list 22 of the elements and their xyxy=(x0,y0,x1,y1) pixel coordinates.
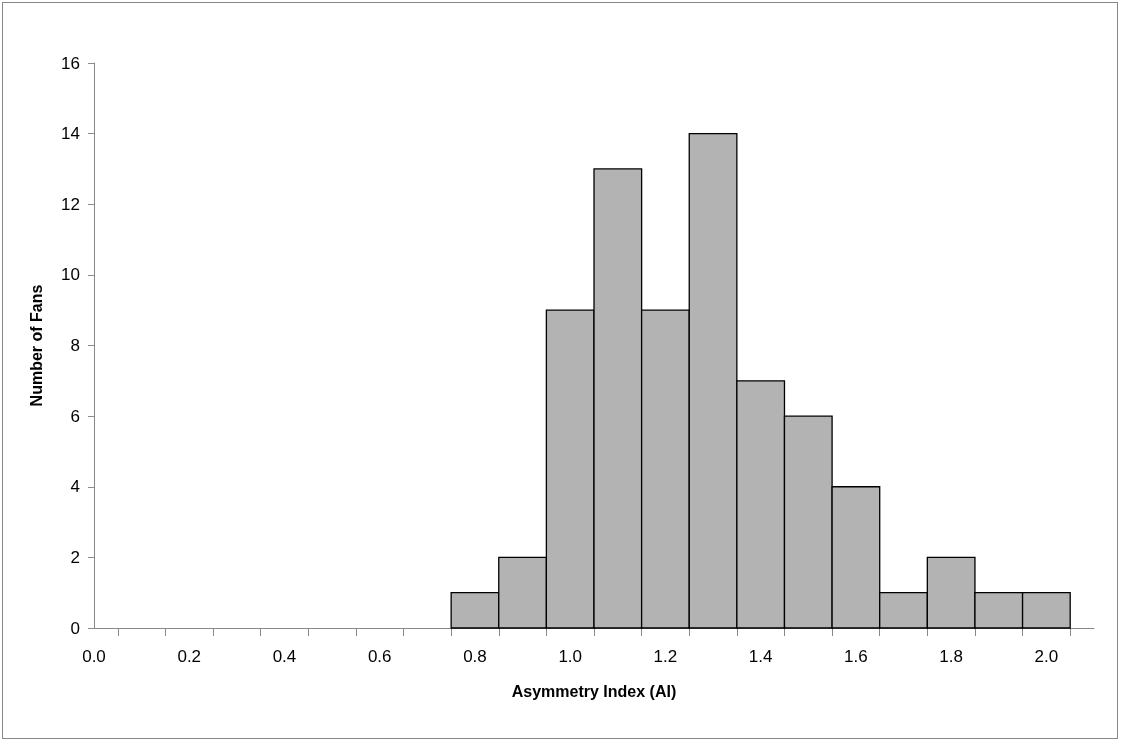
y-tick-label: 12 xyxy=(61,194,80,214)
x-tick-label: 2.0 xyxy=(1034,647,1059,666)
x-tick-label: 0.2 xyxy=(177,647,202,666)
y-tick-label: 4 xyxy=(70,477,80,497)
x-tick-label: 0.8 xyxy=(463,647,487,666)
x-tick-label: 0.4 xyxy=(272,647,297,666)
x-axis-title: Asymmetry Index (AI) xyxy=(511,682,677,700)
y-tick-label: 14 xyxy=(61,124,80,144)
x-tick-label: 1.2 xyxy=(653,647,678,666)
y-tick-label: 0 xyxy=(70,618,80,638)
x-tick-label: 1.4 xyxy=(748,647,773,666)
x-tick-label: 1.8 xyxy=(939,647,963,666)
y-axis-title: Number of Fans xyxy=(27,284,45,407)
y-tick-label: 16 xyxy=(61,53,80,73)
y-tick-label: 10 xyxy=(61,265,80,285)
x-tick-label: 1.6 xyxy=(844,647,868,666)
x-tick-label: 0.0 xyxy=(82,647,106,666)
y-tick-label: 8 xyxy=(70,336,80,355)
x-tick-label: 0.6 xyxy=(367,647,392,666)
y-tick-label: 6 xyxy=(70,406,80,426)
y-tick-label: 2 xyxy=(70,547,80,567)
x-tick-label: 1.0 xyxy=(558,647,583,666)
